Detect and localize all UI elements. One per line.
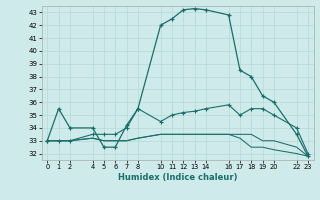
X-axis label: Humidex (Indice chaleur): Humidex (Indice chaleur) — [118, 173, 237, 182]
